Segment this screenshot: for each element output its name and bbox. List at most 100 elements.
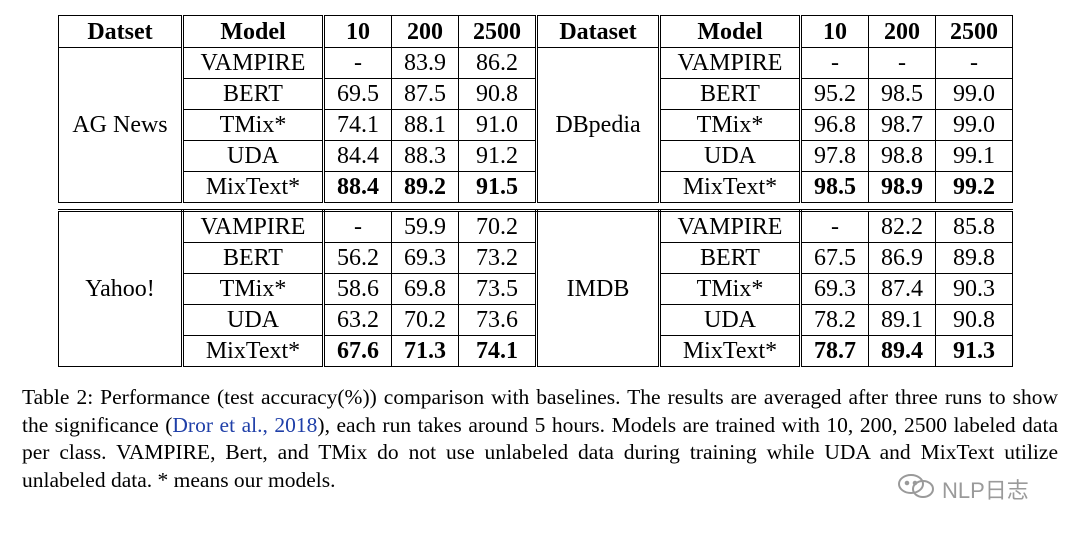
- table-row: MixText* 67.6 71.3 74.1 MixText* 78.7 89.4 91.3: [59, 335, 1013, 367]
- table-row: UDA 84.4 88.3 91.2 UDA 97.8 98.8 99.1: [59, 140, 1013, 172]
- value-cell: 58.6: [323, 273, 392, 305]
- value-cell: 73.5: [458, 273, 538, 305]
- table-row: BERT 69.5 87.5 90.8 BERT 95.2 98.5 99.0: [59, 78, 1013, 110]
- value-cell: 70.2: [391, 304, 459, 336]
- model-cell: VAMPIRE: [659, 209, 802, 243]
- model-cell: UDA: [182, 304, 325, 336]
- value-cell: 87.5: [391, 78, 459, 110]
- header-dataset-right: Dataset: [536, 15, 661, 48]
- dataset-cell: Yahoo!: [58, 209, 184, 367]
- model-cell: VAMPIRE: [659, 47, 802, 79]
- header-10-right: 10: [800, 15, 869, 48]
- value-cell: 98.8: [868, 140, 936, 172]
- dataset-cell: IMDB: [536, 209, 661, 367]
- value-cell: 97.8: [800, 140, 869, 172]
- value-cell: 91.5: [458, 171, 538, 203]
- value-cell: -: [800, 209, 869, 243]
- value-cell: 91.2: [458, 140, 538, 172]
- value-cell: 89.8: [935, 242, 1013, 274]
- table-body: AG News VAMPIRE -83.9 86.2 DBpedia VAMPIRE - - -…: [58, 47, 1013, 367]
- value-cell: 89.2: [391, 171, 459, 203]
- model-cell: MixText*: [182, 335, 325, 367]
- value-cell: 83.9: [391, 47, 459, 79]
- value-cell: 84.4: [323, 140, 392, 172]
- model-cell: UDA: [659, 304, 802, 336]
- value-cell: 56.2: [323, 242, 392, 274]
- model-cell: MixText*: [182, 171, 325, 203]
- value-cell: 89.4: [868, 335, 936, 367]
- value-cell: -: [868, 47, 936, 79]
- value-cell: 99.0: [935, 78, 1013, 110]
- value-cell: 71.3: [391, 335, 459, 367]
- value-cell: 96.8: [800, 109, 869, 141]
- value-cell: 69.3: [800, 273, 869, 305]
- value-cell: 74.1: [458, 335, 538, 367]
- table-header-row: Datset Model 10 200 2500 Dataset Model 1…: [58, 15, 1013, 48]
- watermark-text: NLP日志: [942, 478, 1029, 503]
- results-table-container: Datset Model 10 200 2500 Dataset Model 1…: [58, 15, 1022, 367]
- table-row: BERT 56.2 69.3 73.2 BERT 67.5 86.9 89.8: [59, 242, 1013, 274]
- value-cell: -: [323, 209, 392, 243]
- value-cell: 59.9: [391, 209, 459, 243]
- value-cell: -: [323, 47, 392, 79]
- model-cell: TMix*: [182, 273, 325, 305]
- value-cell: 85.8: [935, 209, 1013, 243]
- header-model-left: Model: [182, 15, 325, 48]
- model-cell: VAMPIRE: [182, 209, 325, 243]
- value-cell: 88.3: [391, 140, 459, 172]
- header-model-right: Model: [659, 15, 802, 48]
- watermark: NLP日志: [896, 472, 1029, 506]
- value-cell: 78.7: [800, 335, 869, 367]
- value-cell: 67.5: [800, 242, 869, 274]
- model-cell: TMix*: [659, 273, 802, 305]
- value-cell: 90.8: [935, 304, 1013, 336]
- header-200-right: 200: [868, 15, 936, 48]
- value-cell: 73.2: [458, 242, 538, 274]
- value-cell: 87.4: [868, 273, 936, 305]
- value-cell: 78.2: [800, 304, 869, 336]
- value-cell: 88.4: [323, 171, 392, 203]
- model-cell: VAMPIRE: [182, 47, 325, 79]
- value-cell: -: [800, 47, 869, 79]
- wechat-icon: [896, 472, 936, 506]
- value-cell: 99.1: [935, 140, 1013, 172]
- value-cell: 98.5: [800, 171, 869, 203]
- model-cell: BERT: [182, 78, 325, 110]
- model-cell: UDA: [182, 140, 325, 172]
- value-cell: 99.2: [935, 171, 1013, 203]
- model-cell: UDA: [659, 140, 802, 172]
- value-cell: 69.5: [323, 78, 392, 110]
- table-row: TMix* 74.1 88.1 91.0 TMix* 96.8 98.7 99.0: [59, 109, 1013, 141]
- model-cell: MixText*: [659, 171, 802, 203]
- value-cell: 98.5: [868, 78, 936, 110]
- value-cell: 67.6: [323, 335, 392, 367]
- model-cell: TMix*: [659, 109, 802, 141]
- value-cell: 63.2: [323, 304, 392, 336]
- table-row: MixText* 88.4 89.2 91.5 MixText* 98.5 98.9 99.2: [59, 171, 1013, 203]
- value-cell: 74.1: [323, 109, 392, 141]
- value-cell: 90.8: [458, 78, 538, 110]
- value-cell: 69.8: [391, 273, 459, 305]
- value-cell: 86.9: [868, 242, 936, 274]
- value-cell: 70.2: [458, 209, 538, 243]
- value-cell: 69.3: [391, 242, 459, 274]
- caption-text-end: ), each run takes around 5 hours. Models…: [22, 412, 1058, 492]
- value-cell: 99.0: [935, 109, 1013, 141]
- value-cell: 73.6: [458, 304, 538, 336]
- table-row: TMix* 58.6 69.8 73.5 TMix* 69.3 87.4 90.3: [59, 273, 1013, 305]
- header-dataset-left: Datset: [58, 15, 184, 48]
- caption-text-start: Table 2: Performance (test accuracy(%)) …: [22, 385, 1058, 437]
- header-200-left: 200: [391, 15, 459, 48]
- header-2500-left: 2500: [458, 15, 538, 48]
- table-row: UDA 63.2 70.2 73.6 UDA 78.2 89.1 90.8: [59, 304, 1013, 336]
- value-cell: 98.9: [868, 171, 936, 203]
- table-caption: Table 2: Performance (test accuracy(%)) …: [22, 384, 1058, 494]
- dataset-cell: DBpedia: [536, 47, 661, 203]
- header-10-left: 10: [323, 15, 392, 48]
- value-cell: 82.2: [868, 209, 936, 243]
- table-row: Yahoo! VAMPIRE -59.9 70.2 IMDB VAMPIRE -82.2 85…: [58, 209, 1013, 367]
- value-cell: -: [935, 47, 1013, 79]
- citation-link[interactable]: Dror et al., 2018: [172, 412, 318, 437]
- model-cell: BERT: [659, 78, 802, 110]
- block-separator: [59, 203, 1013, 211]
